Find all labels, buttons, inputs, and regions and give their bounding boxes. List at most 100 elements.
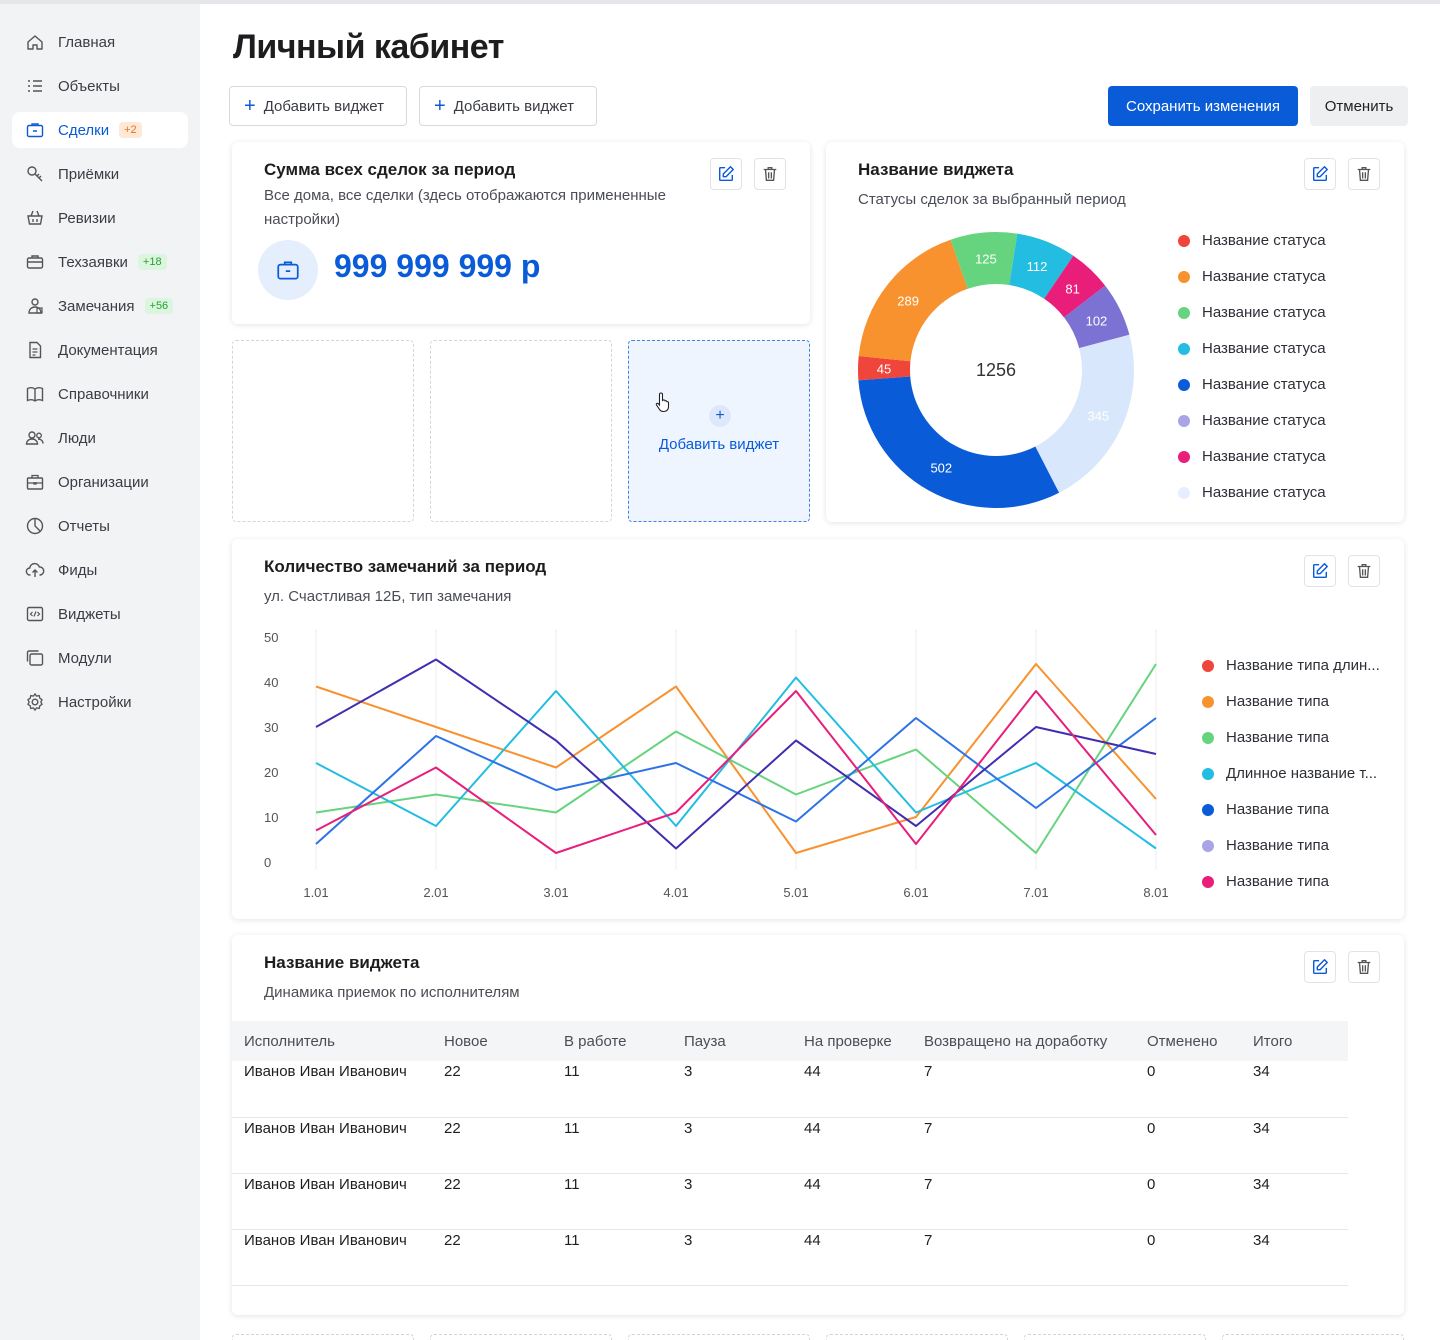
sidebar-item[interactable]: Настройки	[12, 684, 188, 720]
empty-widget-slot[interactable]	[430, 1334, 612, 1340]
empty-widget-slot[interactable]	[232, 1334, 414, 1340]
count-badge: +2	[119, 122, 142, 138]
donut-slice[interactable]	[950, 232, 1018, 289]
column-header[interactable]: На проверке	[792, 1021, 912, 1061]
legend-item[interactable]: Название типа	[1202, 693, 1329, 710]
table-cell: 34	[1241, 1061, 1348, 1118]
edit-icon	[1312, 166, 1328, 182]
legend-item[interactable]: Название статуса	[1178, 412, 1326, 429]
sidebar-item[interactable]: Ревизии	[12, 200, 188, 236]
sidebar-item[interactable]: Виджеты	[12, 596, 188, 632]
sidebar-item[interactable]: Люди	[12, 420, 188, 456]
legend-item[interactable]: Длинное название т...	[1202, 765, 1377, 782]
legend-item[interactable]: Название типа	[1202, 837, 1329, 854]
table-row[interactable]: Иванов Иван Иванович 22 11 3 44 7 0 34	[232, 1229, 1348, 1286]
edit-widget-button[interactable]	[1304, 951, 1336, 983]
legend-item[interactable]: Название типа длин...	[1202, 657, 1380, 674]
slice-label: 125	[975, 251, 997, 266]
legend-item[interactable]: Название статуса	[1178, 340, 1326, 357]
legend-item[interactable]: Название статуса	[1178, 376, 1326, 393]
column-header[interactable]: Пауза	[672, 1021, 792, 1061]
add-widget-dropzone[interactable]: + Добавить виджет	[628, 340, 810, 522]
donut-slice[interactable]	[858, 356, 911, 381]
save-button[interactable]: Сохранить изменения	[1108, 86, 1298, 126]
column-header[interactable]: Отменено	[1135, 1021, 1241, 1061]
sidebar-item[interactable]: Справочники	[12, 376, 188, 412]
table-cell: 44	[792, 1173, 912, 1230]
count-badge: +56	[144, 298, 174, 314]
legend-item[interactable]: Название типа	[1202, 729, 1329, 746]
cancel-button[interactable]: Отменить	[1310, 86, 1408, 126]
edit-icon	[1312, 563, 1328, 579]
empty-widget-slot[interactable]	[232, 340, 414, 522]
donut-slice[interactable]	[1064, 285, 1130, 349]
sidebar-item[interactable]: Сделки +2	[12, 112, 188, 148]
sidebar-item[interactable]: Организации	[12, 464, 188, 500]
donut-slice[interactable]	[1009, 233, 1074, 299]
column-header[interactable]: В работе	[552, 1021, 672, 1061]
sidebar-item[interactable]: Техзаявки +18	[12, 244, 188, 280]
widget-title: Название виджета	[858, 160, 1014, 179]
edit-widget-button[interactable]	[710, 158, 742, 190]
edit-widget-button[interactable]	[1304, 158, 1336, 190]
legend-dot	[1178, 450, 1190, 463]
add-widget-label: Добавить виджет	[658, 436, 780, 453]
delete-widget-button[interactable]	[1348, 158, 1380, 190]
pie-chart-icon	[24, 515, 46, 537]
empty-widget-slot[interactable]	[1222, 1334, 1404, 1340]
table-row[interactable]: Иванов Иван Иванович 22 11 3 44 7 0 34	[232, 1173, 1348, 1230]
legend-item[interactable]: Название статуса	[1178, 448, 1326, 465]
donut-slice[interactable]	[858, 239, 968, 362]
table-cell: 22	[432, 1173, 552, 1230]
column-header[interactable]: Возвращено на доработку	[912, 1021, 1135, 1061]
empty-widget-slot[interactable]	[1024, 1334, 1206, 1340]
legend-item[interactable]: Название статуса	[1178, 304, 1326, 321]
status-donut-widget: Название виджета Статусы сделок за выбра…	[826, 142, 1404, 522]
widget-subtitle: ул. Счастливая 12Б, тип замечания	[264, 588, 512, 605]
legend-item[interactable]: Название статуса	[1178, 232, 1326, 249]
legend-label: Длинное название т...	[1226, 765, 1378, 782]
series-line	[315, 658, 1157, 850]
empty-widget-slot[interactable]	[826, 1334, 1008, 1340]
sidebar-item[interactable]: Документация	[12, 332, 188, 368]
empty-widget-slot[interactable]	[430, 340, 612, 522]
table-row[interactable]: Иванов Иван Иванович 22 11 3 44 7 0 34	[232, 1061, 1348, 1118]
donut-slice[interactable]	[858, 376, 1060, 508]
column-header[interactable]: Новое	[432, 1021, 552, 1061]
delete-widget-button[interactable]	[1348, 555, 1380, 587]
sidebar-item[interactable]: Замечания +56	[12, 288, 188, 324]
x-tick-label: 4.01	[663, 885, 688, 900]
empty-widget-slot[interactable]	[628, 1334, 810, 1340]
y-tick-label: 0	[264, 855, 271, 870]
y-tick-label: 10	[264, 810, 278, 825]
sidebar-item[interactable]: Главная	[12, 24, 188, 60]
legend-item[interactable]: Название типа	[1202, 801, 1329, 818]
edit-widget-button[interactable]	[1304, 555, 1336, 587]
sidebar-item[interactable]: Отчеты	[12, 508, 188, 544]
table-cell: 11	[552, 1229, 672, 1286]
add-widget-button[interactable]: + Добавить виджет	[229, 86, 407, 126]
legend-label: Название статуса	[1202, 376, 1326, 393]
legend-label: Название статуса	[1202, 304, 1326, 321]
sidebar-item[interactable]: Объекты	[12, 68, 188, 104]
plus-icon: +	[244, 95, 256, 117]
slice-label: 289	[897, 294, 919, 309]
sidebar: Главная Объекты Сделки +2 Приёмки Ревизии Техз…	[0, 4, 200, 1340]
column-header[interactable]: Итого	[1241, 1021, 1348, 1061]
table-cell: 3	[672, 1061, 792, 1118]
delete-widget-button[interactable]	[1348, 951, 1380, 983]
legend-item[interactable]: Название статуса	[1178, 268, 1326, 285]
sidebar-item[interactable]: Модули	[12, 640, 188, 676]
table-cell: 0	[1135, 1229, 1241, 1286]
legend-item[interactable]: Название типа	[1202, 873, 1329, 890]
table-cell: 3	[672, 1173, 792, 1230]
sidebar-item[interactable]: Фиды	[12, 552, 188, 588]
add-widget-button-2[interactable]: + Добавить виджет	[419, 86, 597, 126]
donut-slice[interactable]	[1035, 334, 1134, 493]
legend-item[interactable]: Название статуса	[1178, 484, 1326, 501]
column-header[interactable]: Исполнитель	[232, 1021, 432, 1061]
delete-widget-button[interactable]	[754, 158, 786, 190]
table-row[interactable]: Иванов Иван Иванович 22 11 3 44 7 0 34	[232, 1117, 1348, 1174]
donut-slice[interactable]	[1044, 255, 1106, 318]
sidebar-item[interactable]: Приёмки	[12, 156, 188, 192]
